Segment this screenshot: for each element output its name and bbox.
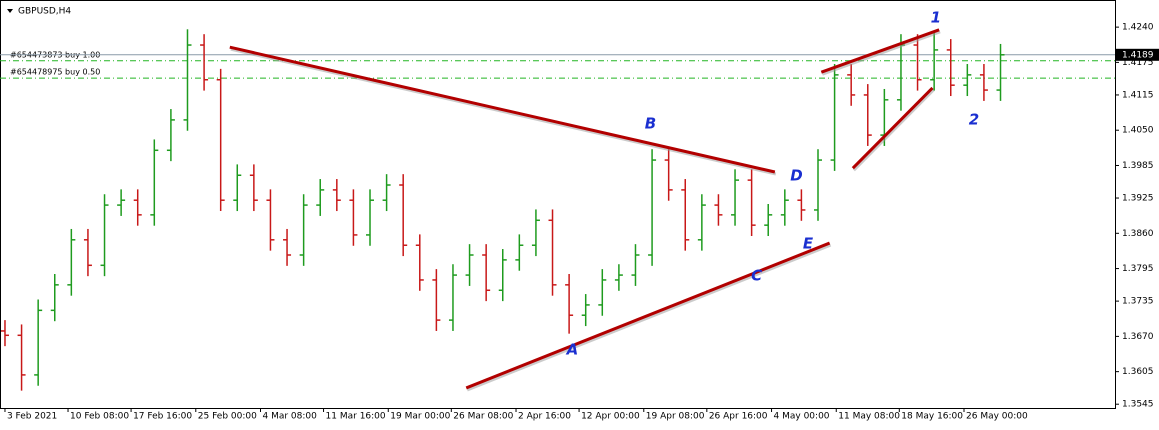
wave-label: 1: [931, 8, 941, 26]
y-tick-label: 1.4175: [1122, 58, 1154, 68]
wave-label: E: [803, 235, 814, 253]
trendline-shadow: [852, 88, 935, 172]
y-tick-label: 1.4240: [1122, 23, 1154, 33]
trendline: [229, 45, 776, 174]
x-tick-label: 19 Mar 00:00: [390, 412, 450, 422]
x-tick-label: 10 Feb 08:00: [70, 412, 129, 422]
x-tick-label: 11 Mar 16:00: [326, 412, 386, 422]
x-tick-label: 4 May 00:00: [774, 412, 830, 422]
trendline-shadow: [466, 243, 832, 392]
trendline: [465, 241, 831, 390]
y-tick-label: 1.3670: [1122, 332, 1154, 342]
bid-label: 1.4189: [1122, 50, 1154, 60]
menu-arrow[interactable]: [7, 9, 13, 13]
x-tick-label: 19 Apr 08:00: [646, 412, 705, 422]
y-tick-label: 1.3605: [1122, 367, 1154, 377]
x-tick-label: 17 Feb 16:00: [133, 412, 192, 422]
x-tick-label: 11 May 08:00: [838, 412, 900, 422]
trendline-shadow: [821, 30, 941, 76]
y-tick-label: 1.4050: [1122, 126, 1154, 136]
x-tick-label: 4 Mar 08:00: [262, 412, 317, 422]
y-tick-label: 1.3985: [1122, 161, 1154, 171]
x-tick-label: 26 Mar 08:00: [453, 412, 513, 422]
trendline: [820, 28, 940, 74]
x-tick-label: 2 Apr 16:00: [518, 412, 571, 422]
plot-frame: [0, 0, 1116, 409]
x-tick-label: 26 May 00:00: [966, 412, 1028, 422]
x-tick-label: 12 Apr 00:00: [581, 412, 640, 422]
y-tick-label: 1.3925: [1122, 194, 1154, 204]
wave-label: C: [751, 267, 762, 285]
trendline-shadow: [230, 47, 777, 176]
y-tick-label: 1.3860: [1122, 229, 1154, 239]
y-tick-label: 1.3735: [1122, 297, 1154, 307]
x-tick-label: 18 May 16:00: [901, 412, 963, 422]
wave-label: 2: [969, 110, 979, 128]
order-label: #654478975 buy 0.50: [10, 68, 100, 77]
wave-label: D: [790, 166, 802, 184]
y-tick-label: 1.3545: [1122, 400, 1154, 410]
wave-label: A: [566, 340, 579, 358]
y-tick-label: 1.4115: [1122, 90, 1154, 100]
x-tick-label: 3 Feb 2021: [7, 412, 57, 422]
trendline: [851, 86, 934, 170]
x-tick-label: 26 Apr 16:00: [709, 412, 768, 422]
chart-title: GBPUSD,H4: [18, 7, 71, 17]
bid-box: [1116, 48, 1159, 61]
wave-label: B: [645, 115, 656, 133]
x-tick-label: 25 Feb 00:00: [198, 412, 257, 422]
y-tick-label: 1.3795: [1122, 264, 1154, 274]
